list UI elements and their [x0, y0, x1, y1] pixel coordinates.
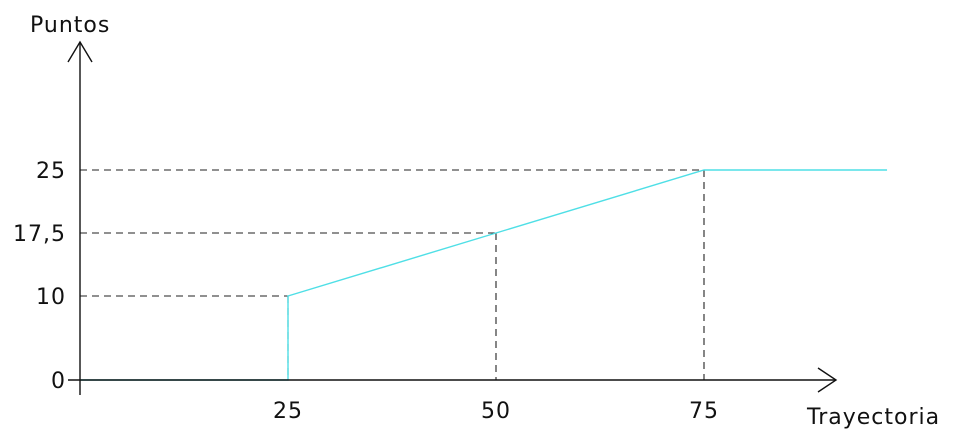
x-tick-label: 75 [689, 399, 719, 424]
reference-guides [80, 169, 705, 380]
y-tick-label: 17,5 [13, 222, 66, 247]
tick-labels: 0 10 17,5 25 25 50 75 [13, 159, 719, 424]
series-line [80, 169, 888, 381]
y-tick-label: 0 [51, 369, 66, 394]
x-tick-label: 25 [273, 399, 303, 424]
y-axis-arrowhead [67, 40, 93, 63]
x-tick-label: 50 [481, 399, 511, 424]
x-axis-arrowhead [817, 367, 838, 393]
y-tick-label: 10 [36, 285, 66, 310]
x-axis-label: Trayectoria [806, 405, 940, 430]
y-axis-label: Puntos [30, 13, 110, 38]
series-group [80, 169, 888, 381]
axes [67, 40, 838, 395]
y-tick-label: 25 [36, 159, 66, 184]
